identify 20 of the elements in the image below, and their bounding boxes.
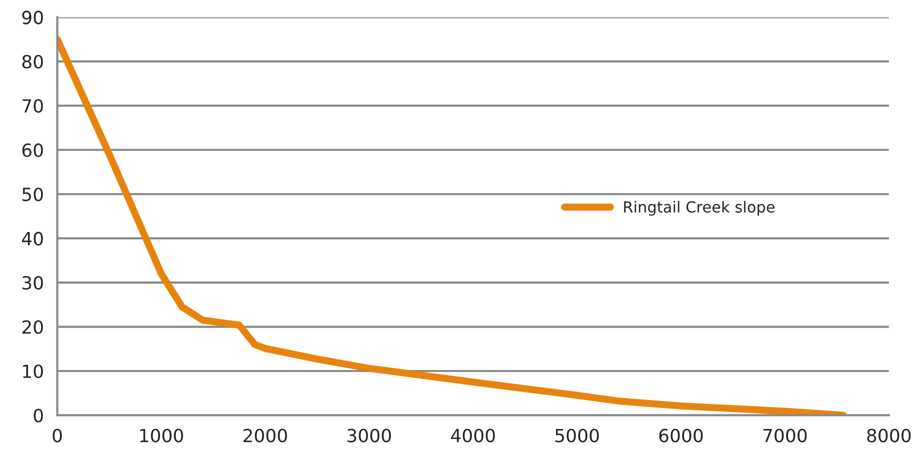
x-tick-label: 3000 bbox=[348, 428, 391, 442]
y-tick-label: 80 bbox=[22, 54, 43, 69]
x-tick-label: 4000 bbox=[450, 428, 495, 442]
x-tick-label: 2000 bbox=[244, 428, 287, 442]
y-tick-label: 30 bbox=[22, 276, 43, 290]
y-tick-label: 20 bbox=[22, 320, 43, 334]
x-tick-label: 6000 bbox=[659, 428, 703, 442]
x-tick-label: 0 bbox=[52, 428, 62, 442]
legend-label: Ringtail Creek slope bbox=[624, 200, 775, 216]
y-tick-label: 60 bbox=[22, 143, 43, 157]
x-tick-label: 8000 bbox=[867, 428, 911, 442]
x-tick-label: 5000 bbox=[555, 428, 599, 442]
y-tick-label: 50 bbox=[22, 188, 43, 202]
y-tick-label: 40 bbox=[22, 232, 43, 246]
y-tick-label: 90 bbox=[22, 10, 43, 24]
y-tick-label: 0 bbox=[34, 408, 43, 422]
x-tick-label: 1000 bbox=[140, 428, 184, 442]
y-tick-label: 70 bbox=[22, 99, 43, 113]
x-tick-label: 7000 bbox=[763, 428, 807, 442]
y-tick-label: 10 bbox=[23, 364, 43, 378]
